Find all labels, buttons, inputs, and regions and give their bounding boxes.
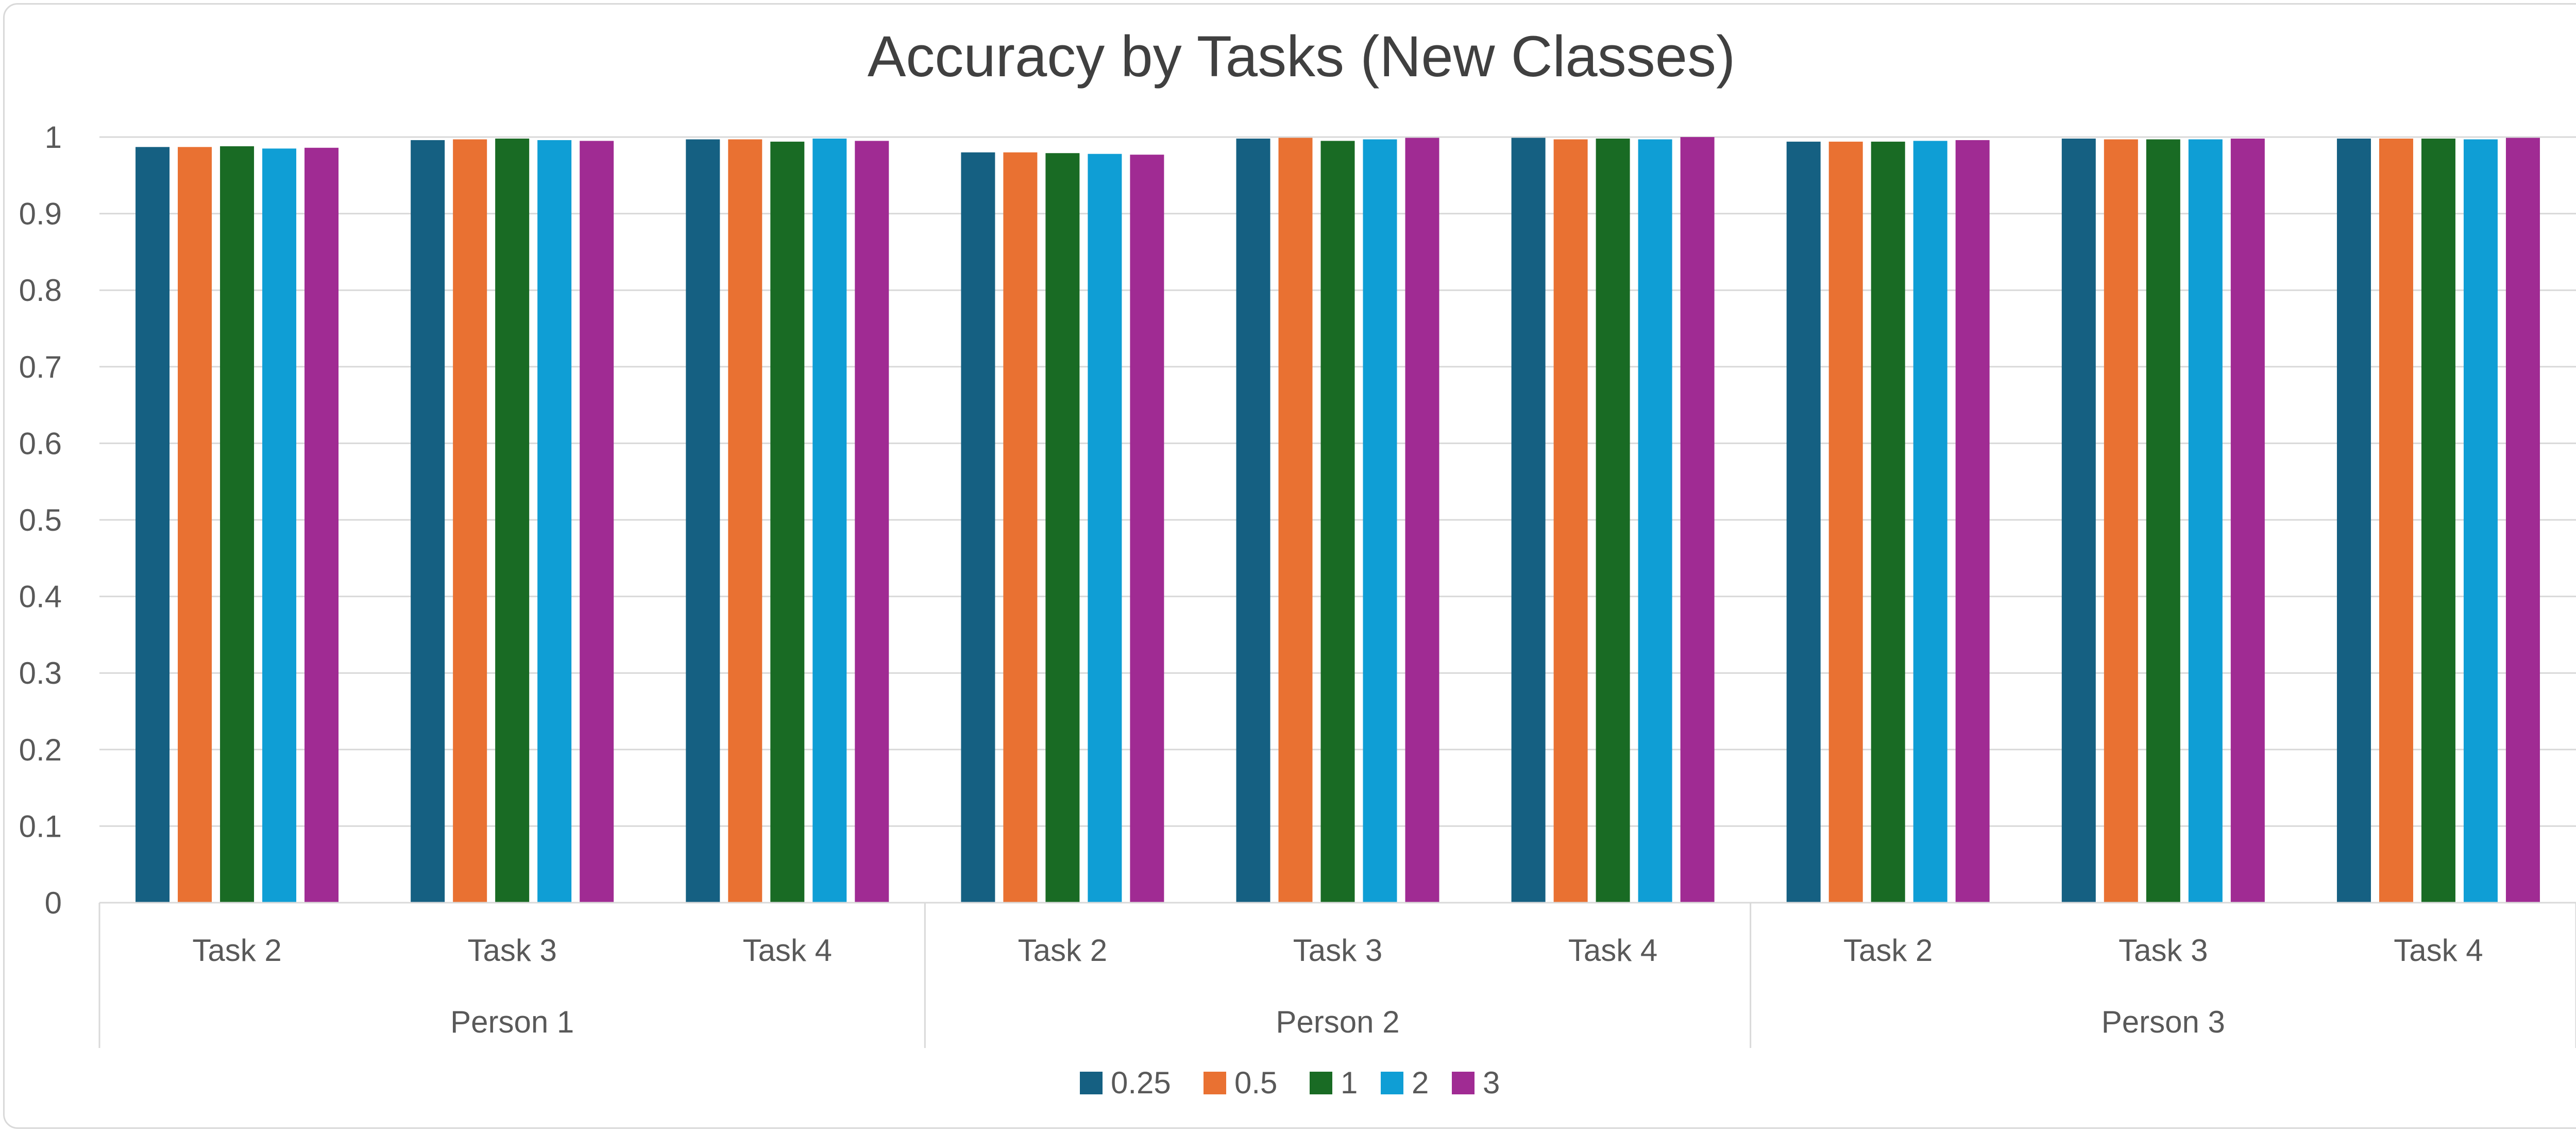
bar xyxy=(2463,139,2498,903)
y-axis-ticks: 0 0.1 0.2 0.3 0.4 0.5 0.6 0.7 0.8 0.9 1 xyxy=(19,120,62,920)
bar xyxy=(2061,138,2096,903)
bar xyxy=(1320,141,1355,903)
bar xyxy=(411,140,445,903)
legend-label: 3 xyxy=(1483,1066,1500,1100)
bar xyxy=(1045,153,1080,903)
legend-swatch xyxy=(1080,1072,1103,1094)
y-tick-label: 0.5 xyxy=(19,503,62,537)
bar xyxy=(135,147,170,903)
bar xyxy=(1003,152,1038,903)
x-axis xyxy=(98,902,2576,1048)
bar xyxy=(686,139,720,903)
bar xyxy=(178,147,212,903)
bar xyxy=(495,138,530,903)
legend-label: 1 xyxy=(1341,1066,1358,1100)
x-tick-label: Task 2 xyxy=(1018,933,1107,968)
y-tick-label: 0.1 xyxy=(19,809,62,843)
group-label: Person 3 xyxy=(2102,1005,2225,1039)
y-tick-label: 0.3 xyxy=(19,656,62,690)
bar xyxy=(1828,141,1863,903)
x-tick-label: Task 4 xyxy=(1568,933,1657,968)
bar xyxy=(1553,139,1588,903)
bar xyxy=(2505,138,2540,903)
bar xyxy=(1913,141,1947,903)
legend-swatch xyxy=(1381,1072,1403,1094)
bar xyxy=(2230,138,2265,903)
bar xyxy=(855,141,889,903)
bar xyxy=(1871,141,1905,903)
y-tick-label: 0.9 xyxy=(19,197,62,231)
x-tick-label: Task 2 xyxy=(192,933,281,968)
group-label: Person 2 xyxy=(1276,1005,1399,1039)
x-axis-labels: Task 2 Task 3 Task 4 Person 1 Task 2 Task 3 Ta… xyxy=(192,933,2483,1039)
x-tick-label: Task 3 xyxy=(1293,933,1382,968)
legend-swatch xyxy=(1452,1072,1475,1094)
bars xyxy=(135,137,2540,903)
y-tick-label: 0.8 xyxy=(19,273,62,308)
bar xyxy=(453,139,487,903)
bar xyxy=(2188,139,2223,903)
y-tick-label: 0 xyxy=(45,886,62,920)
bar xyxy=(304,147,339,903)
x-tick-label: Task 4 xyxy=(743,933,832,968)
bar xyxy=(1130,155,1164,903)
bar xyxy=(1786,141,1821,903)
chart-title: Accuracy by Tasks (New Classes) xyxy=(868,24,1736,89)
bar xyxy=(1955,140,1990,903)
bar xyxy=(2379,138,2413,903)
y-tick-label: 0.4 xyxy=(19,580,62,614)
bar xyxy=(1596,138,1630,903)
legend-swatch xyxy=(1204,1072,1226,1094)
legend-swatch xyxy=(1310,1072,1332,1094)
bar xyxy=(961,152,995,903)
bar xyxy=(2146,139,2180,903)
x-tick-label: Task 4 xyxy=(2394,933,2483,968)
legend-label: 0.5 xyxy=(1234,1066,1277,1100)
y-tick-label: 0.2 xyxy=(19,733,62,767)
group-label: Person 1 xyxy=(450,1005,574,1039)
bar xyxy=(537,140,572,903)
bar xyxy=(1638,139,1672,903)
bar xyxy=(2104,139,2138,903)
x-tick-label: Task 2 xyxy=(1843,933,1933,968)
bar xyxy=(220,146,255,903)
bar xyxy=(1405,138,1439,903)
bar xyxy=(770,141,805,903)
bar xyxy=(1236,138,1270,903)
y-tick-label: 0.7 xyxy=(19,350,62,384)
legend-label: 2 xyxy=(1412,1066,1429,1100)
bar xyxy=(2421,138,2455,903)
bar xyxy=(262,148,297,903)
y-tick-label: 1 xyxy=(45,120,62,155)
bar xyxy=(1088,154,1122,903)
y-tick-label: 0.6 xyxy=(19,426,62,461)
legend: 0.25 0.5 1 2 3 xyxy=(1080,1066,1500,1100)
bar xyxy=(580,141,614,903)
bar xyxy=(2336,138,2371,903)
bar xyxy=(1278,138,1313,903)
legend-label: 0.25 xyxy=(1111,1066,1171,1100)
bar xyxy=(1511,138,1546,903)
x-tick-label: Task 3 xyxy=(467,933,556,968)
bar xyxy=(812,138,847,903)
bar xyxy=(1363,139,1397,903)
bar xyxy=(728,139,762,903)
x-tick-label: Task 3 xyxy=(2119,933,2208,968)
bar xyxy=(1680,137,1715,903)
